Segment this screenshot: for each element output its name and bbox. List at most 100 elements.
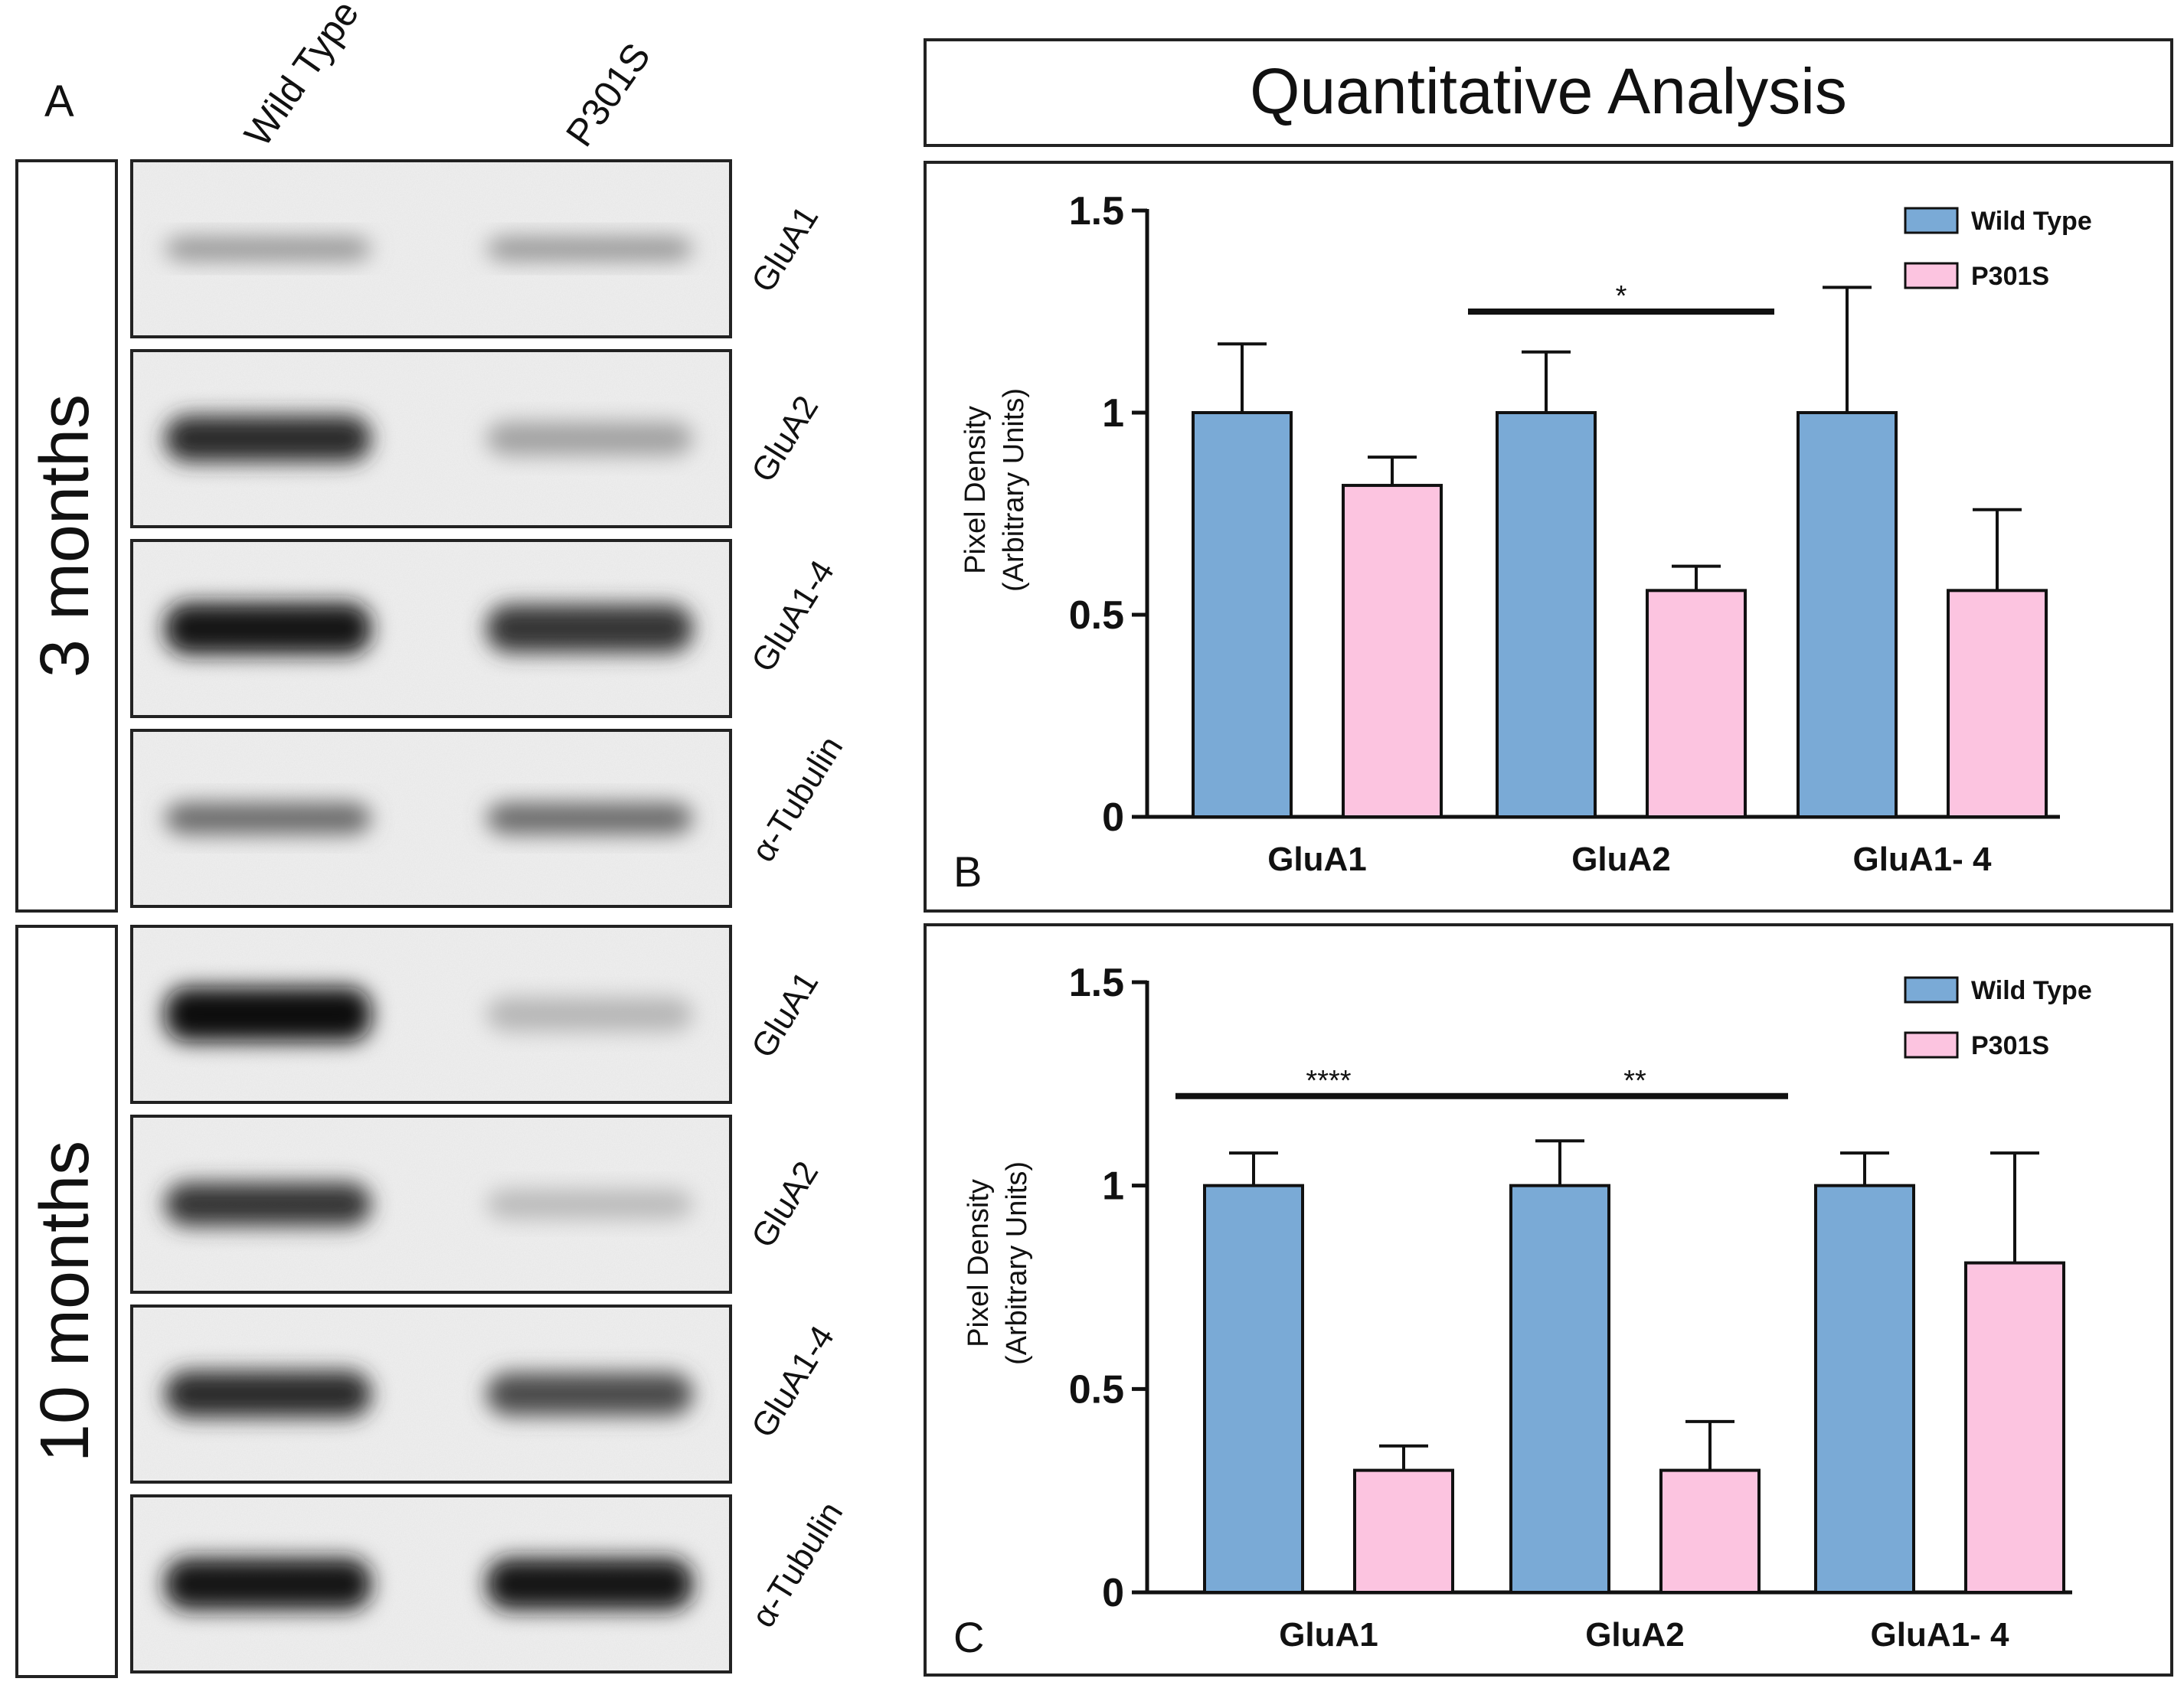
blot-strip: GluA1-4	[130, 539, 842, 718]
bar-wild-type	[1797, 411, 1898, 818]
blot-frame	[130, 539, 732, 718]
y-tick-label: 1	[1102, 391, 1124, 436]
lane-label-p301s: P301S	[557, 35, 659, 154]
y-axis-label-line1: Pixel Density	[963, 1179, 995, 1347]
x-tick-label: GluA1	[1267, 841, 1367, 878]
blot-frame	[130, 925, 732, 1104]
bar-p301s	[1964, 1261, 2065, 1594]
blot-frame	[130, 729, 732, 908]
blot-frame	[130, 349, 732, 528]
panel-label-c: C	[953, 1613, 984, 1661]
group-label-10-months: 10 months	[27, 1141, 103, 1462]
band-p301s	[486, 1373, 693, 1416]
group-3-months: 3 months	[15, 159, 118, 913]
legend-label: P301S	[1971, 1031, 2049, 1060]
legend-swatch-p301s	[1904, 1031, 1959, 1059]
y-axis-label-line2: (Arbitrary Units)	[998, 388, 1030, 592]
chart-b: B Pixel Density (Arbitrary Units) 0 0.5 1 1…	[924, 161, 2173, 913]
blot-label: α-Tubulin	[744, 730, 850, 868]
band-p301s	[486, 1189, 693, 1220]
legend-swatch-wild-type	[1904, 976, 1959, 1004]
header: Quantitative Analysis	[924, 38, 2173, 147]
chart-c: C Pixel Density (Arbitrary Units) 0 0.5 1 1…	[924, 923, 2173, 1677]
chart-frame	[924, 923, 2173, 1677]
group-label-3-months: 3 months	[27, 394, 103, 678]
bar-wild-type	[1203, 1184, 1304, 1594]
band-wild-type	[165, 415, 371, 462]
header-frame	[924, 38, 2173, 147]
blot-strip: GluA1	[130, 159, 826, 338]
x-tick-label: GluA2	[1571, 841, 1671, 878]
blot-strip: α-Tubulin	[130, 1494, 850, 1674]
band-wild-type	[165, 1558, 371, 1610]
bar-p301s	[1353, 1468, 1454, 1594]
plot-area: 0 0.5 1 1.5 GluA1 GluA2 GluA1- 4 * Wild Type P301…	[1069, 189, 2092, 878]
bar-wild-type	[1509, 1184, 1610, 1594]
y-axis-label-line1: Pixel Density	[960, 406, 992, 574]
blot-frame	[130, 159, 732, 338]
band-wild-type	[165, 802, 371, 834]
blot-label: GluA2	[744, 390, 826, 489]
x-tick-label: GluA1	[1279, 1616, 1378, 1654]
lane-label-wild-type: Wild Type	[236, 0, 367, 154]
bar-wild-type	[1192, 411, 1293, 818]
blot-label: GluA1	[744, 965, 826, 1065]
blot-strip: GluA2	[130, 349, 826, 528]
significance-label: *	[1616, 280, 1627, 312]
blot-frame	[130, 1494, 732, 1674]
y-tick-label: 0.5	[1069, 1367, 1124, 1412]
legend-swatch-p301s	[1904, 262, 1959, 289]
chart-frame	[924, 161, 2173, 913]
blot-label: GluA2	[744, 1155, 826, 1255]
group-frame	[15, 925, 118, 1678]
y-tick-label: 1.5	[1069, 189, 1124, 233]
band-p301s	[486, 604, 693, 653]
band-wild-type	[165, 237, 371, 261]
blot-strip: GluA1-4	[130, 1305, 842, 1484]
bar-p301s	[1659, 1468, 1761, 1594]
blot-panel: A Wild Type P301S 3 months 10 months Glu…	[15, 0, 850, 1678]
y-tick-label: 0	[1102, 1571, 1124, 1615]
blot-label: GluA1	[744, 200, 826, 299]
x-tick-label: GluA1- 4	[1871, 1616, 2009, 1654]
blot-strip: α-Tubulin	[130, 729, 850, 908]
y-tick-label: 0	[1102, 795, 1124, 840]
legend-label: Wild Type	[1971, 207, 2092, 236]
blot-label: GluA1-4	[744, 553, 842, 678]
bar-p301s	[1342, 484, 1443, 818]
bar-p301s	[1947, 589, 2048, 818]
header-title: Quantitative Analysis	[1250, 55, 1847, 127]
significance-label: **	[1623, 1065, 1646, 1097]
blot-frame	[130, 1305, 732, 1484]
group-frame	[15, 159, 118, 913]
blot-strips: GluA1 GluA2 GluA1-4 α-Tubulin GluA1 GluA2 GluA…	[130, 159, 850, 1674]
significance-label: ****	[1306, 1065, 1351, 1097]
band-p301s	[486, 1558, 693, 1610]
y-axis-label-line2: (Arbitrary Units)	[1001, 1161, 1033, 1365]
bar-wild-type	[1496, 411, 1597, 818]
panel-label-a: A	[44, 77, 74, 126]
legend-label: P301S	[1971, 262, 2049, 291]
band-wild-type	[165, 602, 371, 655]
band-p301s	[486, 802, 693, 834]
y-tick-label: 1	[1102, 1164, 1124, 1209]
panel-label-b: B	[953, 847, 982, 896]
band-wild-type	[165, 1370, 371, 1418]
blot-strip: GluA1	[130, 925, 826, 1104]
legend-label: Wild Type	[1971, 976, 2092, 1005]
group-10-months: 10 months	[15, 925, 118, 1678]
band-p301s	[486, 422, 693, 456]
blot-label: GluA1-4	[744, 1319, 842, 1444]
bar-wild-type	[1814, 1184, 1915, 1594]
y-tick-label: 1.5	[1069, 961, 1124, 1005]
legend-swatch-wild-type	[1904, 207, 1959, 234]
y-tick-label: 0.5	[1069, 593, 1124, 638]
band-p301s	[486, 997, 693, 1032]
blot-label: α-Tubulin	[744, 1495, 850, 1634]
blot-strip: GluA2	[130, 1115, 826, 1294]
band-wild-type	[165, 1182, 371, 1226]
x-tick-label: GluA1- 4	[1853, 841, 1992, 878]
band-p301s	[486, 237, 693, 261]
band-wild-type	[165, 987, 371, 1042]
